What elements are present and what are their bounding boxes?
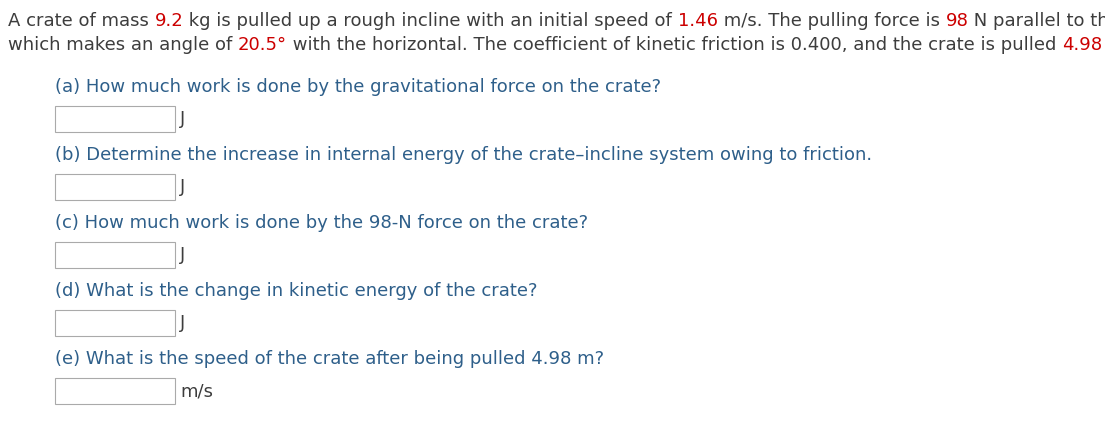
Text: (e) What is the speed of the crate after being pulled 4.98 m?: (e) What is the speed of the crate after…	[55, 350, 604, 368]
Text: (a) How much work is done by the gravitational force on the crate?: (a) How much work is done by the gravita…	[55, 78, 661, 96]
Text: kg is pulled up a rough incline with an initial speed of: kg is pulled up a rough incline with an …	[183, 12, 677, 30]
Text: m/s. The pulling force is: m/s. The pulling force is	[718, 12, 946, 30]
Text: J: J	[180, 110, 186, 128]
Text: m/s: m/s	[180, 382, 213, 400]
Text: (d) What is the change in kinetic energy of the crate?: (d) What is the change in kinetic energy…	[55, 282, 537, 300]
Text: (c) How much work is done by the 98-N force on the crate?: (c) How much work is done by the 98-N fo…	[55, 214, 588, 232]
Text: 98: 98	[946, 12, 968, 30]
Text: J: J	[180, 246, 186, 264]
Text: J: J	[180, 314, 186, 332]
Text: with the horizontal. The coefficient of kinetic friction is 0.400, and the crate: with the horizontal. The coefficient of …	[287, 36, 1062, 54]
Text: m.: m.	[1103, 36, 1105, 54]
Text: which makes an angle of: which makes an angle of	[8, 36, 238, 54]
Text: 20.5°: 20.5°	[238, 36, 287, 54]
Text: N parallel to the incline,: N parallel to the incline,	[968, 12, 1105, 30]
Text: 9.2: 9.2	[155, 12, 183, 30]
Text: (b) Determine the increase in internal energy of the crate–incline system owing : (b) Determine the increase in internal e…	[55, 146, 872, 164]
Text: J: J	[180, 178, 186, 196]
Text: 1.46: 1.46	[677, 12, 718, 30]
Text: A crate of mass: A crate of mass	[8, 12, 155, 30]
Text: 4.98: 4.98	[1062, 36, 1103, 54]
